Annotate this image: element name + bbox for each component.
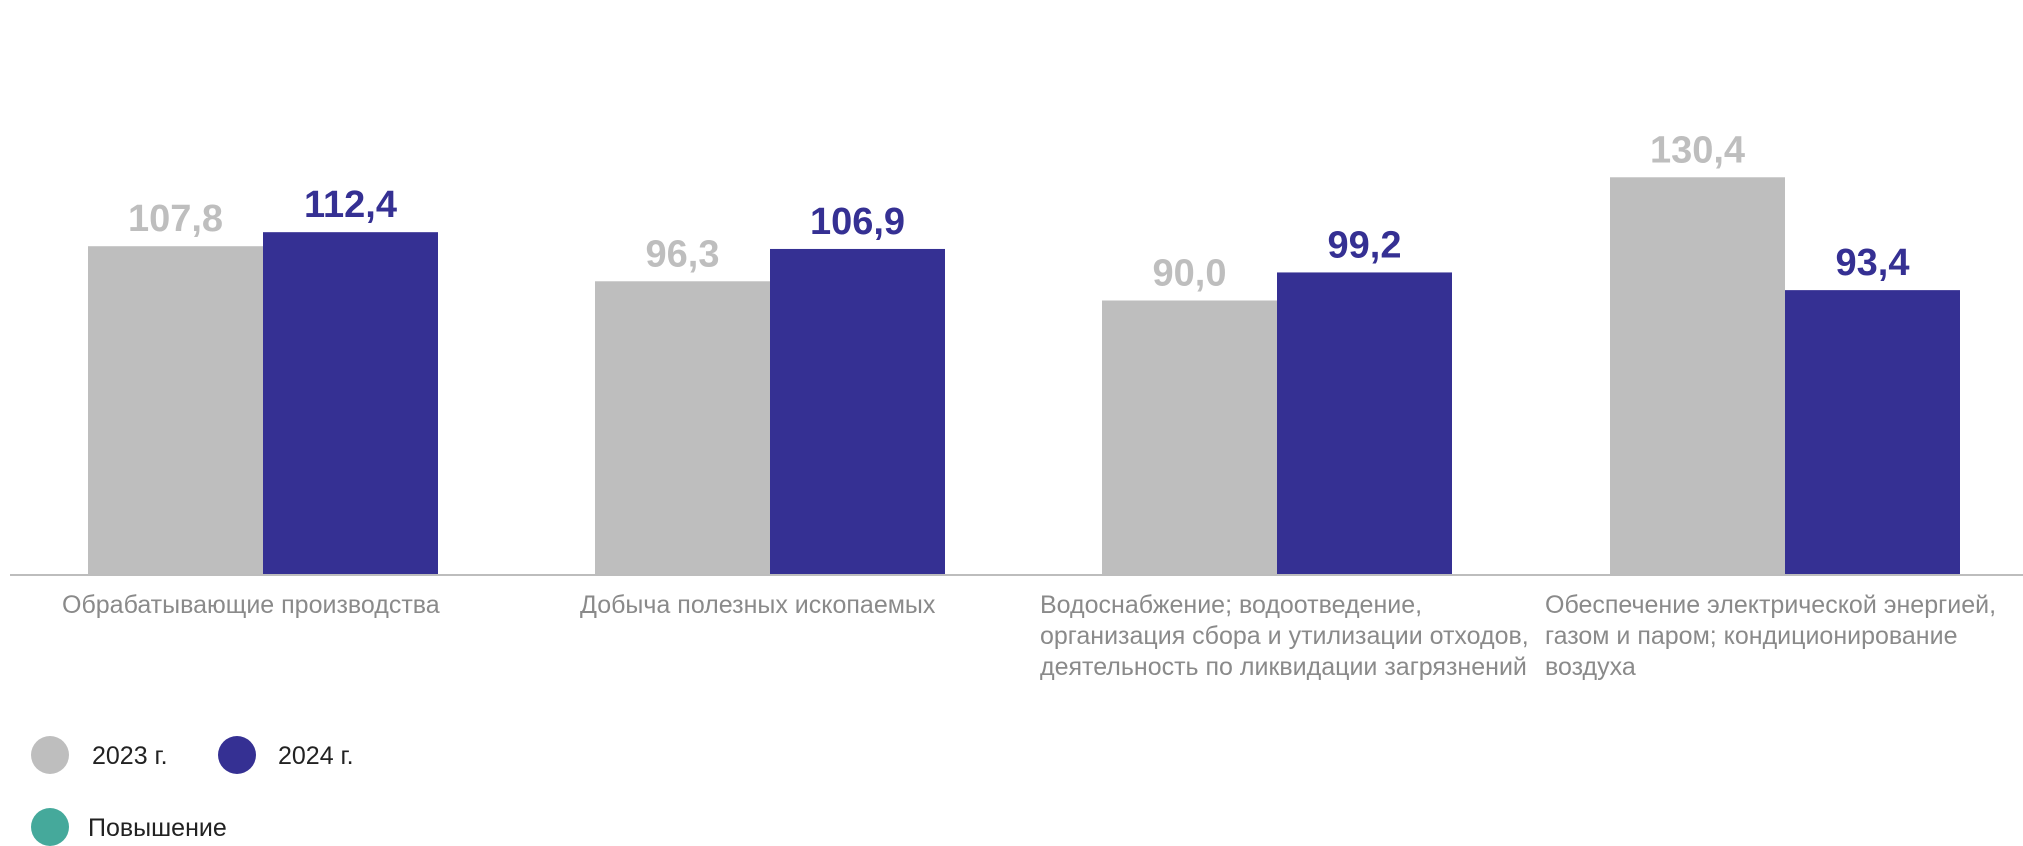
legend-increase-label: Повышение [88,814,227,842]
legend-increase-swatch [31,808,69,846]
value-label-2023-4: 130,4 [1650,129,1745,171]
category-label: Добыча полезных ископаемых [580,591,936,619]
bar-2023-1 [88,246,263,575]
bar-2024-1 [263,232,438,575]
bar-2024-4 [1785,290,1960,575]
value-label-2024-2: 106,9 [810,201,905,243]
category-label: Обеспечение электрической энергией, газо… [1545,591,1997,681]
legend-2023-label: 2023 г. [92,742,168,770]
bar-2024-2 [770,248,945,575]
legend-2023-swatch [31,736,69,774]
bar-2023-4 [1610,177,1785,575]
value-label-2024-1: 112,4 [304,184,397,226]
category-label: Обрабатывающие производства [62,591,440,619]
value-label-2023-3: 90,0 [1153,253,1227,295]
bars-group [88,177,1960,575]
value-labels-group: 107,8 112,4 96,3 106,9 90,0 99,2 130,4 93,4 [128,129,1910,294]
bar-2023-3 [1102,300,1277,575]
legend-2024-label: 2024 г. [278,742,354,770]
value-label-2024-3: 99,2 [1328,224,1402,266]
bar-2023-2 [595,281,770,575]
value-label-2023-2: 96,3 [646,233,720,275]
legend-2024-swatch [218,736,256,774]
bar-2024-3 [1277,272,1452,575]
category-label: Водоснабжение; водоотведение, организаци… [1040,591,1529,681]
value-label-2024-4: 93,4 [1836,242,1910,284]
value-label-2023-1: 107,8 [128,198,223,240]
